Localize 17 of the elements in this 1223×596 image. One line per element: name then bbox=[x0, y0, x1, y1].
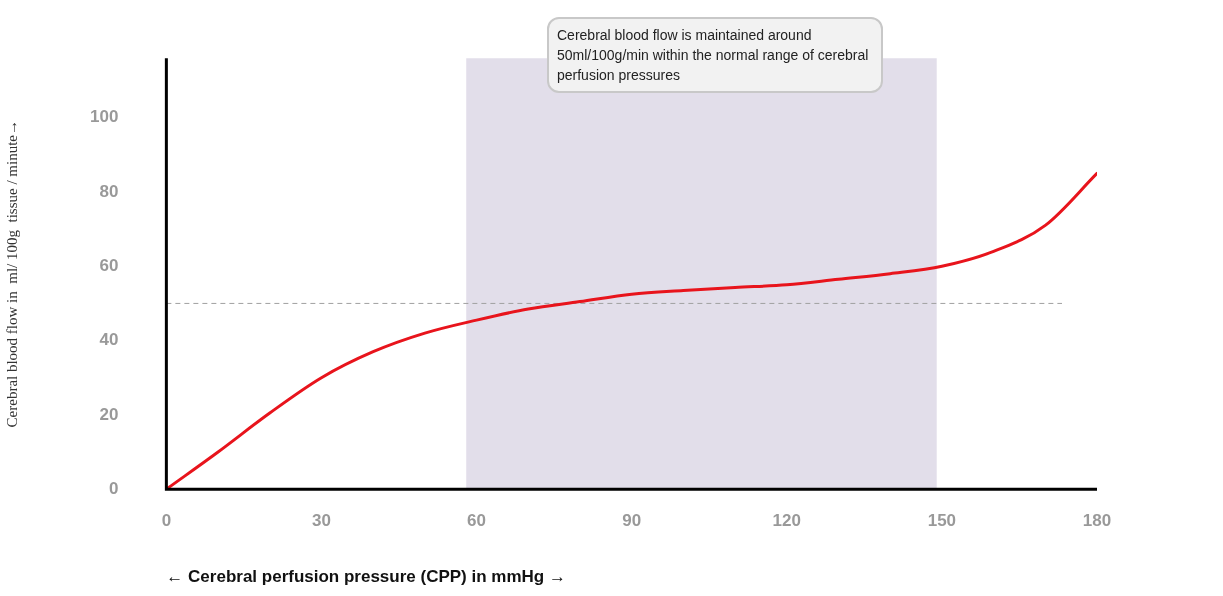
x-tick-label: 90 bbox=[622, 511, 642, 531]
y-axis-title: Cerebral blood flow in ml/ 100g tissue / minute→ bbox=[3, 119, 20, 428]
x-tick-label: 0 bbox=[161, 511, 172, 531]
y-tick-label: 80 bbox=[99, 181, 119, 201]
y-tick-label: 0 bbox=[108, 478, 119, 498]
x-tick-label: 120 bbox=[772, 511, 801, 531]
x-tick-label: 150 bbox=[927, 511, 957, 531]
y-tick-label: 60 bbox=[99, 255, 119, 275]
line-series bbox=[166, 171, 1097, 490]
x-tick-label: 60 bbox=[467, 511, 487, 531]
y-tick-label: 20 bbox=[99, 404, 119, 424]
y-tick-label: 40 bbox=[99, 330, 119, 350]
x-tick-label: 30 bbox=[312, 511, 331, 531]
x-axis-title: ← Cerebral perfusion pressure (CPP) in mmHg → bbox=[166, 567, 566, 587]
annotation: Cerebral blood flow is maintained around 50ml/100g/min within the normal range of cerebral perfusion pressures bbox=[547, 17, 883, 93]
y-tick-label: 100 bbox=[89, 107, 119, 127]
x-tick-label: 180 bbox=[1082, 511, 1112, 531]
